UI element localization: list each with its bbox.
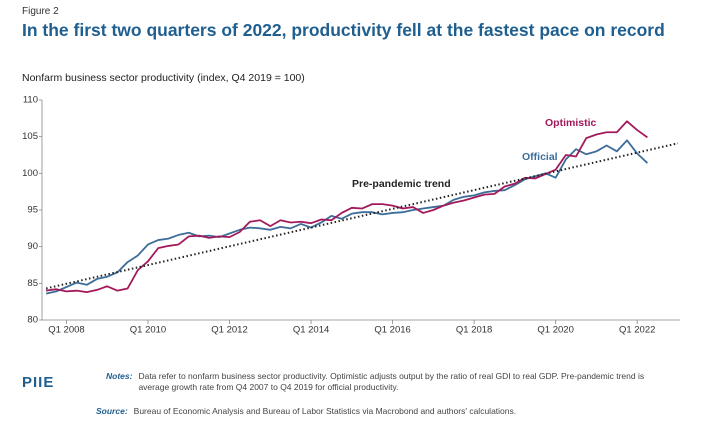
x-tick-label: Q1 2018 (456, 325, 492, 336)
y-tick-label: 95 (27, 205, 38, 216)
notes-label: Notes: (106, 371, 133, 381)
x-tick-label: Q1 2022 (619, 325, 655, 336)
source-label: Source: (96, 406, 128, 416)
y-tick-label: 105 (22, 131, 38, 142)
series-label: Optimistic (545, 117, 597, 129)
logo: PIIE (22, 374, 55, 391)
y-tick-label: 90 (27, 241, 38, 252)
source: Source: Bureau of Economic Analysis and … (96, 406, 516, 416)
series-label: Pre-pandemic trend (352, 178, 451, 190)
x-tick-label: Q1 2010 (130, 325, 166, 336)
figure-label: Figure 2 (22, 6, 59, 17)
y-tick-label: 100 (22, 168, 38, 179)
x-tick-label: Q1 2020 (537, 325, 573, 336)
x-tick-label: Q1 2012 (211, 325, 247, 336)
series-label: Official (522, 151, 558, 163)
x-tick-label: Q1 2008 (48, 325, 84, 336)
series-line (45, 139, 649, 295)
series-line (45, 142, 679, 290)
source-text: Bureau of Economic Analysis and Bureau o… (133, 406, 517, 416)
notes: Notes: Data refer to nonfarm business se… (106, 371, 666, 393)
y-tick-label: 80 (27, 315, 38, 326)
chart-title: In the first two quarters of 2022, produ… (22, 20, 665, 40)
chart: 80 85 90 95 100 105 110 Q1 2008 Q1 2010 Q1 2012 Q1… (22, 95, 680, 336)
notes-text: Data refer to nonfarm business sector pr… (138, 371, 645, 392)
series-line (45, 120, 648, 294)
y-tick-label: 110 (23, 95, 38, 106)
x-tick-label: Q1 2014 (293, 325, 329, 336)
x-tick-label: Q1 2016 (374, 325, 410, 336)
chart-subtitle: Nonfarm business sector productivity (in… (22, 72, 305, 84)
y-tick-label: 85 (27, 278, 38, 289)
